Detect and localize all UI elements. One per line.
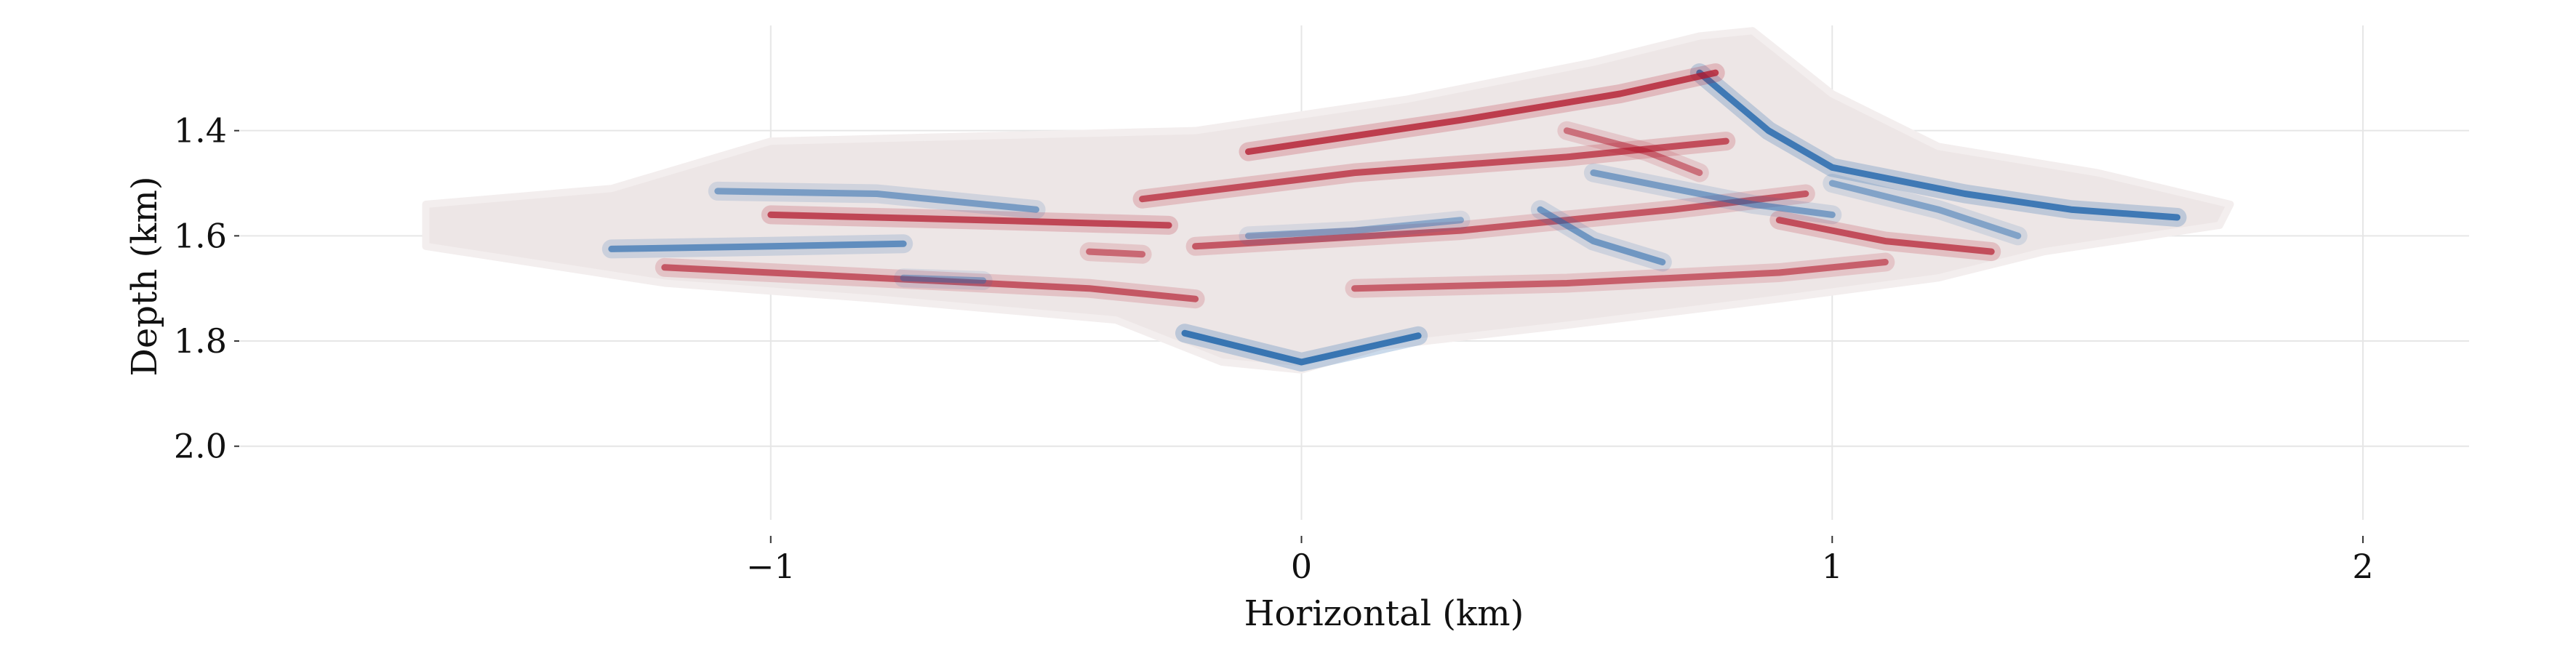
reflector-negative (1245, 217, 1464, 239)
y-axis-label: Depth (km) (124, 176, 165, 376)
x-tick-label: −1 (746, 547, 796, 586)
image-support-layer (422, 27, 2234, 374)
x-tick-label: 1 (1822, 547, 1843, 586)
reflector-layer (601, 63, 2187, 372)
reflector-positive (1086, 248, 1146, 258)
y-tick-label: 1.8 (174, 321, 227, 361)
reflector-halo (894, 268, 993, 290)
reflector-negative (1181, 329, 1422, 366)
reflector-positive (1351, 259, 1889, 292)
tick-layer: −1 0 1 2 1.4 1.6 1.8 2.0 (174, 111, 2374, 586)
reflector-negative (1828, 180, 2022, 239)
x-tick-label: 2 (2352, 547, 2373, 586)
reflector-halo (1239, 210, 1471, 246)
reflector-negative (900, 274, 987, 284)
reflector-positive (767, 211, 1172, 229)
reflector-positive (1775, 217, 1995, 255)
x-tick-label: 0 (1291, 547, 1312, 586)
reflector-halo (1823, 174, 2028, 246)
y-tick-label: 1.4 (174, 111, 227, 151)
reflector-negative (714, 188, 1040, 213)
y-tick-label: 2.0 (174, 427, 227, 466)
reflector-negative (608, 240, 907, 252)
image-support-region (422, 27, 2234, 374)
reflector-negative (1537, 206, 1666, 265)
x-axis-label: Horizontal (km) (1244, 593, 1524, 634)
reflector-positive (661, 264, 1199, 302)
reflector-positive (1245, 69, 1719, 156)
y-tick-label: 1.6 (174, 216, 227, 255)
reflector-negative (1590, 169, 1836, 218)
reflector-positive (1563, 127, 1703, 177)
reflector-negative (1696, 69, 2181, 221)
